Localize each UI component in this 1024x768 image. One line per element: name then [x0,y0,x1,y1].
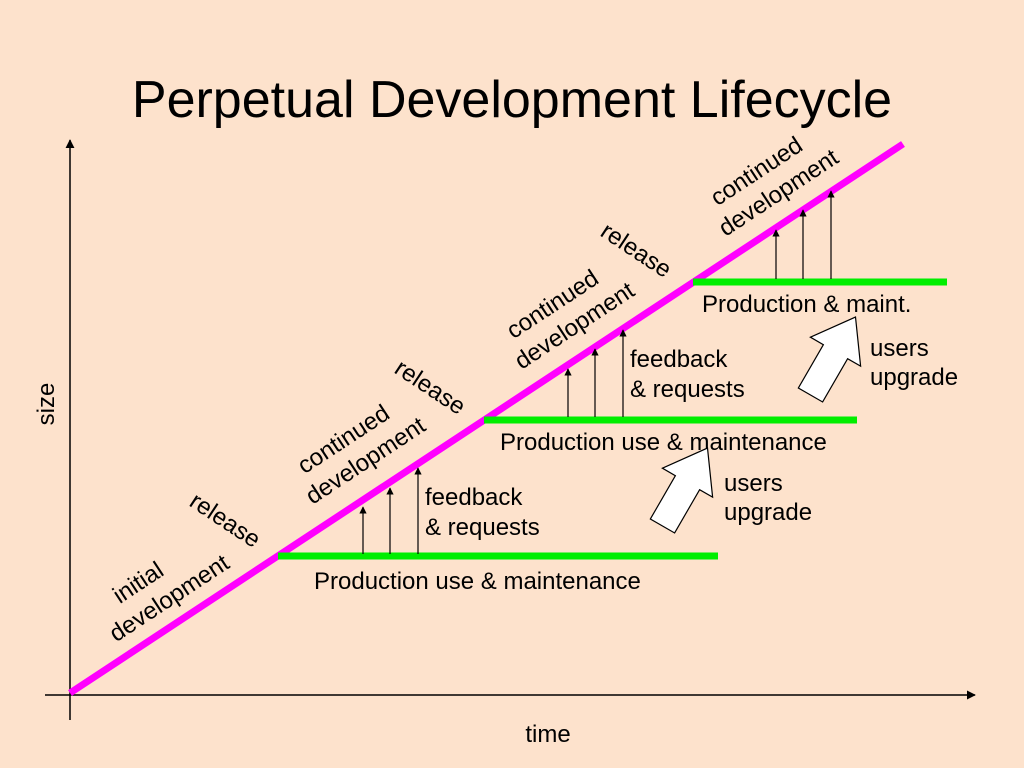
release-label-2: release [390,354,471,420]
feedback-label-2: feedback & requests [630,346,745,403]
svg-text:continued development: continued development [697,119,843,242]
upgrade-label-1: users upgrade [724,470,812,526]
upgrade-label-2: users upgrade [870,335,958,391]
feedback-label-1: feedback & requests [425,484,540,541]
upgrade-arrow-2 [797,316,862,403]
continued-development-label-3: continued development [697,119,844,242]
page-title: Perpetual Development Lifecycle [132,71,892,129]
y-axis-label: size [33,383,60,426]
production-label-3: Production & maint. [702,291,911,318]
continued-development-label-2: continued development [493,252,640,375]
continued-development-label-1: continued development [284,387,431,510]
upgrade-arrow-1 [649,447,714,534]
release-label-1: release [185,487,266,553]
production-label-1: Production use & maintenance [314,568,641,595]
release-label-3: release [596,217,677,283]
svg-text:continued development: continued development [493,252,639,375]
production-label-2: Production use & maintenance [500,429,827,456]
svg-text:continued development: continued development [284,387,430,510]
x-axis-label: time [525,721,570,748]
